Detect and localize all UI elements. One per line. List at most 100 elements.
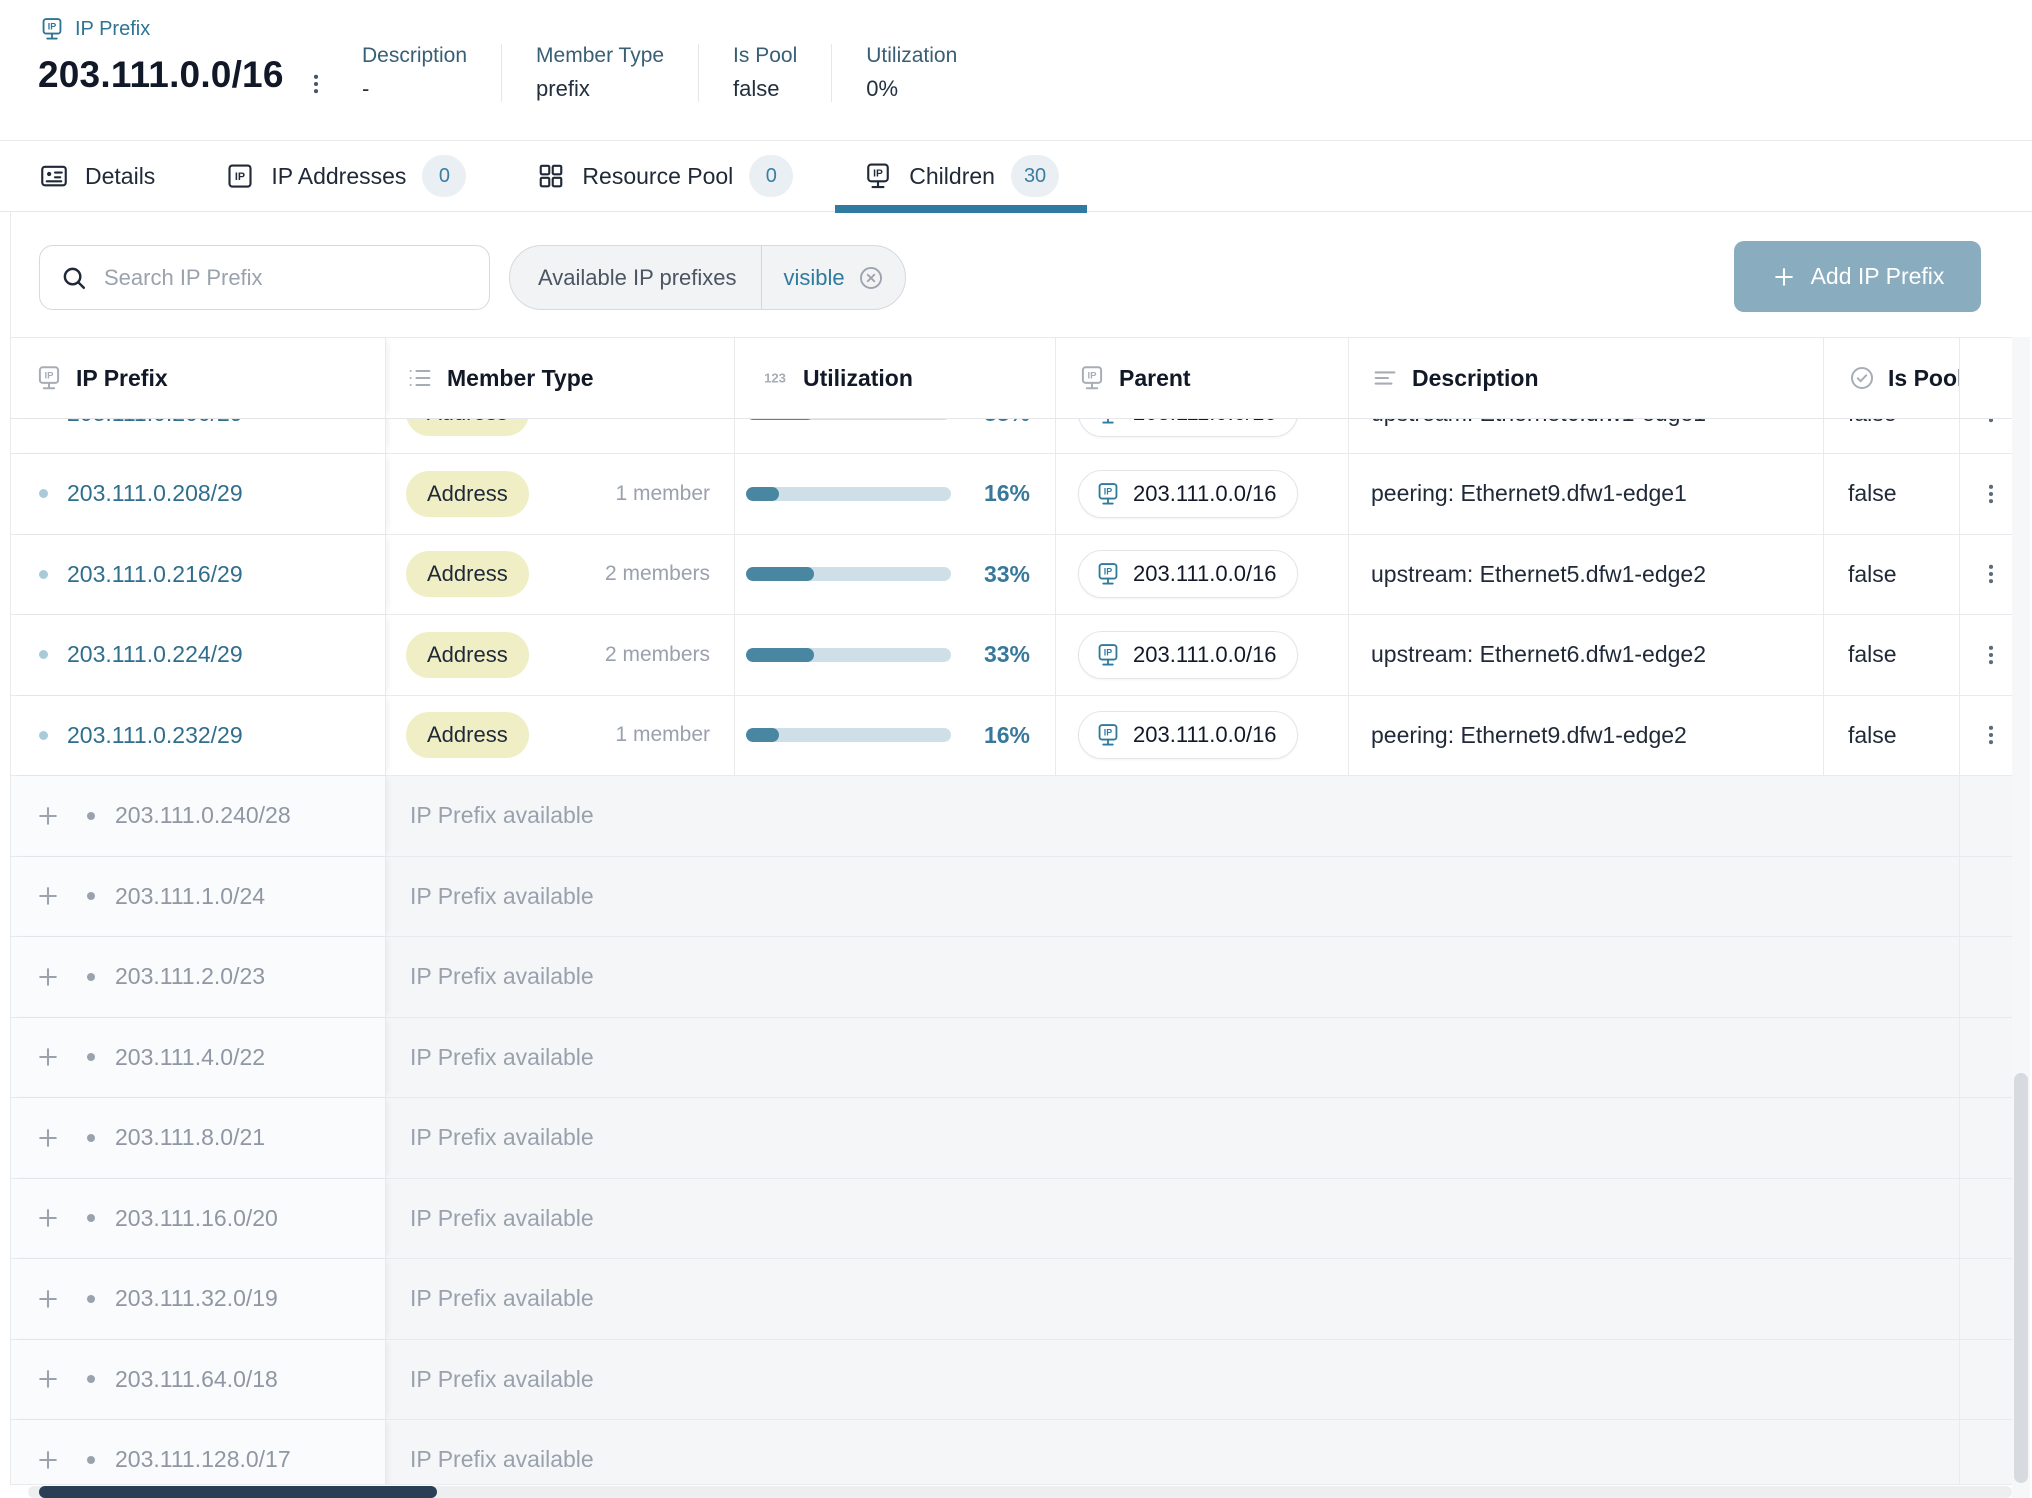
utilization-bar: [746, 419, 951, 420]
filter-chip: Available IP prefixes visible: [509, 245, 906, 310]
column-label: IP Prefix: [76, 365, 168, 392]
horizontal-scrollbar-thumb[interactable]: [39, 1486, 437, 1498]
is-pool-cell: false: [1824, 615, 1960, 695]
available-label: IP Prefix available: [386, 937, 1960, 1017]
column-header-description[interactable]: Description: [1349, 338, 1824, 418]
is-pool-cell: false: [1824, 454, 1960, 534]
add-prefix-plus-icon[interactable]: [35, 883, 61, 909]
available-label: IP Prefix available: [386, 1018, 1960, 1098]
prefix-bullet-icon: [87, 1375, 95, 1383]
table-row-available: 203.111.128.0/17 IP Prefix available: [11, 1420, 2022, 1485]
remove-filter-icon[interactable]: [857, 264, 885, 292]
vertical-scrollbar-thumb[interactable]: [2014, 1073, 2028, 1483]
table-row-available: 203.111.16.0/20 IP Prefix available: [11, 1179, 2022, 1260]
column-header-member-type[interactable]: Member Type: [386, 338, 735, 418]
prefix-link[interactable]: 203.111.0.216/29: [67, 561, 243, 588]
available-prefix: 203.111.64.0/18: [115, 1366, 278, 1393]
parent-prefix-pill[interactable]: 203.111.0.0/16: [1078, 631, 1298, 679]
ip-square-icon: [225, 161, 255, 191]
plus-icon: [1771, 264, 1797, 290]
page-title: 203.111.0.0/16: [38, 54, 284, 96]
utilization-percent: 33%: [984, 561, 1030, 588]
prefix-bullet-icon: [87, 1456, 95, 1464]
stat-label: Member Type: [536, 44, 664, 68]
member-type-badge: Address: [406, 419, 529, 436]
available-prefix: 203.111.0.240/28: [115, 802, 291, 829]
add-prefix-plus-icon[interactable]: [35, 1125, 61, 1151]
table-row-clipped: 203.111.0.200/29 Address 2 members 33% 20…: [11, 419, 2022, 454]
prefix-link[interactable]: 203.111.0.200/29: [67, 419, 243, 427]
column-header-utilization[interactable]: Utilization: [735, 338, 1056, 418]
parent-prefix-pill[interactable]: 203.111.0.0/16: [1078, 470, 1298, 518]
member-type-badge: Address: [406, 471, 529, 517]
description-cell: upstream: Ethernet6.dfw1-edge2: [1349, 615, 1824, 695]
member-count: 2 members: [605, 419, 710, 425]
stat-label: Utilization: [866, 44, 957, 68]
prefix-bullet-icon: [87, 1053, 95, 1061]
breadcrumb-label: IP Prefix: [75, 18, 150, 41]
available-prefix: 203.111.2.0/23: [115, 963, 265, 990]
table-row: 203.111.0.208/29 Address1 member 16% 203…: [11, 454, 2022, 535]
search-input[interactable]: [104, 265, 469, 291]
stat-value: false: [733, 76, 797, 102]
table-row: 203.111.0.224/29 Address 2 members 33% 20…: [11, 615, 2022, 696]
parent-prefix-label: 203.111.0.0/16: [1133, 481, 1277, 507]
tab-ip-addresses[interactable]: IP Addresses 0: [225, 141, 466, 212]
ip-prefix-icon: [1095, 561, 1121, 587]
column-header-ip-prefix[interactable]: IP Prefix: [11, 338, 386, 418]
prefix-link[interactable]: 203.111.0.224/29: [67, 641, 243, 668]
add-prefix-plus-icon[interactable]: [35, 1366, 61, 1392]
stat-utilization: Utilization 0%: [831, 44, 991, 102]
prefix-link[interactable]: 203.111.0.208/29: [67, 480, 243, 507]
filter-chip-value[interactable]: visible: [761, 246, 905, 309]
ip-prefix-icon: [863, 161, 893, 191]
column-header-is-pool[interactable]: Is Pool: [1824, 338, 1960, 418]
member-type-badge: Address: [406, 632, 529, 678]
add-ip-prefix-button[interactable]: Add IP Prefix: [1734, 241, 1981, 312]
add-prefix-plus-icon[interactable]: [35, 803, 61, 829]
tab-count-badge: 30: [1011, 155, 1059, 197]
utilization-bar: [746, 728, 951, 742]
add-prefix-plus-icon[interactable]: [35, 1447, 61, 1473]
member-count: 1 member: [615, 482, 710, 506]
tab-label: Children: [909, 163, 995, 190]
prefix-bullet-icon: [87, 812, 95, 820]
tab-details[interactable]: Details: [39, 141, 155, 212]
kebab-icon: [303, 71, 329, 97]
available-prefix: 203.111.1.0/24: [115, 883, 265, 910]
stat-value: prefix: [536, 76, 664, 102]
member-count: 2 members: [605, 643, 710, 667]
add-prefix-plus-icon[interactable]: [35, 1205, 61, 1231]
tab-resource-pool[interactable]: Resource Pool 0: [536, 141, 793, 212]
breadcrumb[interactable]: IP Prefix: [39, 16, 150, 42]
tab-children[interactable]: Children 30: [863, 141, 1059, 212]
available-prefix: 203.111.4.0/22: [115, 1044, 265, 1071]
title-kebab-menu-button[interactable]: [296, 64, 336, 104]
123-icon: [760, 363, 790, 393]
table-row: 203.111.0.216/29 Address2 members 33% 20…: [11, 535, 2022, 616]
parent-prefix-pill[interactable]: 203.111.0.0/16: [1078, 419, 1298, 437]
parent-prefix-label: 203.111.0.0/16: [1133, 419, 1277, 426]
prefix-link[interactable]: 203.111.0.232/29: [67, 722, 243, 749]
prefix-bullet-icon: [87, 892, 95, 900]
filter-chip-label: Available IP prefixes: [510, 246, 761, 309]
available-prefix: 203.111.16.0/20: [115, 1205, 278, 1232]
tab-label: IP Addresses: [271, 163, 406, 190]
table-row-available: 203.111.8.0/21 IP Prefix available: [11, 1098, 2022, 1179]
utilization-bar-fill: [746, 487, 779, 501]
add-prefix-plus-icon[interactable]: [35, 1044, 61, 1070]
available-prefix: 203.111.8.0/21: [115, 1124, 265, 1151]
add-prefix-plus-icon[interactable]: [35, 1286, 61, 1312]
utilization-percent: 33%: [984, 419, 1030, 427]
ip-prefix-icon: [1095, 722, 1121, 748]
member-type-badge: Address: [406, 712, 529, 758]
utilization-percent: 33%: [984, 641, 1030, 668]
parent-prefix-pill[interactable]: 203.111.0.0/16: [1078, 711, 1298, 759]
table-row: 203.111.0.232/29 Address1 member 16% 203…: [11, 696, 2022, 777]
column-header-parent[interactable]: Parent: [1056, 338, 1349, 418]
add-prefix-plus-icon[interactable]: [35, 964, 61, 990]
utilization-bar: [746, 648, 951, 662]
parent-prefix-label: 203.111.0.0/16: [1133, 642, 1277, 668]
parent-prefix-pill[interactable]: 203.111.0.0/16: [1078, 550, 1298, 598]
parent-prefix-label: 203.111.0.0/16: [1133, 722, 1277, 748]
